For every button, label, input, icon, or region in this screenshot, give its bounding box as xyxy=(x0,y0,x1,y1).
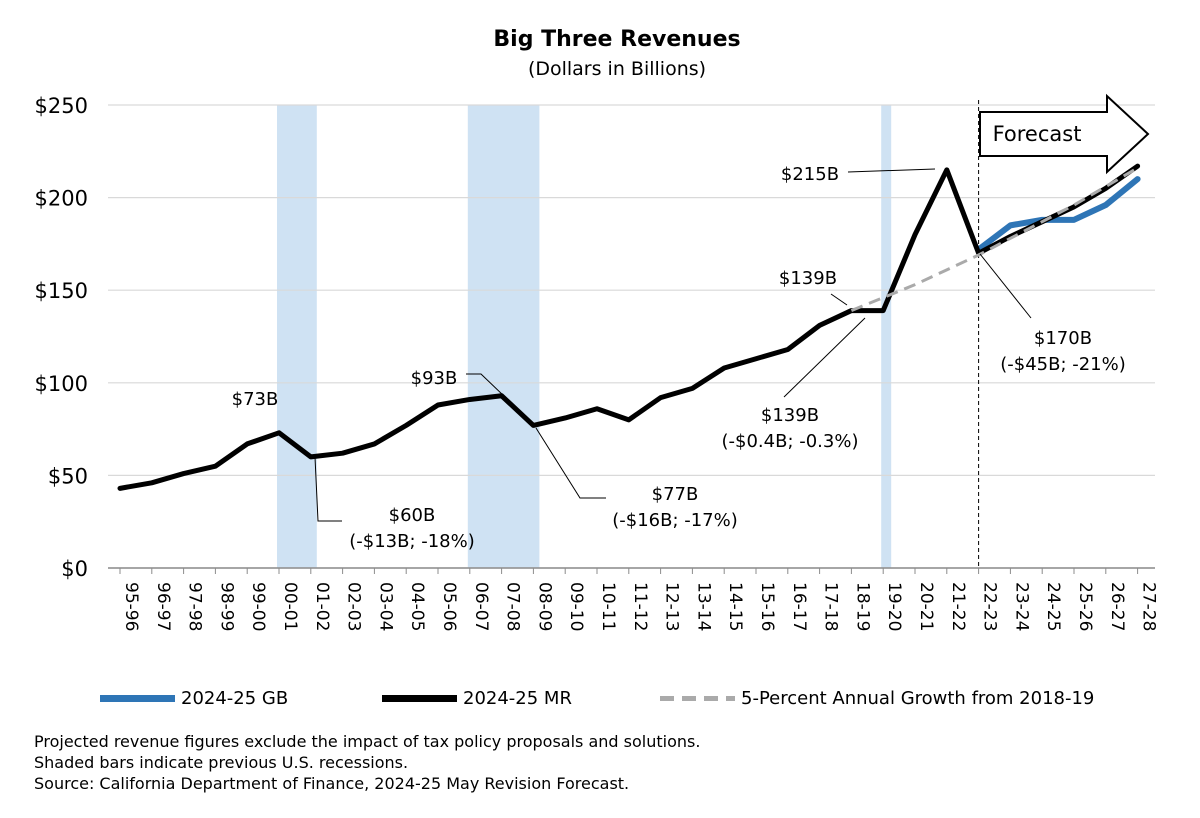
annotation-label: $60B xyxy=(389,505,436,526)
y-tick-label: $200 xyxy=(35,187,88,211)
recession-bar-0 xyxy=(277,105,317,568)
x-tick-label: 99-00 xyxy=(248,582,268,631)
series-lines xyxy=(117,163,1141,491)
x-tick-label: 08-09 xyxy=(534,582,554,631)
annotation-label: (-$0.4B; -0.3%) xyxy=(722,431,859,452)
x-tick-label: 98-99 xyxy=(216,582,236,631)
x-tick-label: 18-19 xyxy=(852,582,872,631)
series-line-growth xyxy=(850,166,1139,312)
footnotes: Projected revenue figures exclude the im… xyxy=(34,731,700,794)
legend-swatch-mr xyxy=(382,694,457,702)
x-tick-label: 06-07 xyxy=(471,582,491,631)
annotation-label: (-$16B; -17%) xyxy=(612,510,738,531)
legend-swatch-gb xyxy=(100,694,175,702)
footnote-recessions: Shaded bars indicate previous U.S. reces… xyxy=(34,753,409,772)
x-tick-label: 26-27 xyxy=(1107,582,1127,631)
annotation-leader-1 xyxy=(314,456,342,522)
legend-swatch-growth xyxy=(660,695,735,701)
series-line-gb xyxy=(975,176,1141,253)
gridlines xyxy=(108,104,1155,569)
x-tick-label: 24-25 xyxy=(1043,582,1063,631)
recession-bars xyxy=(277,105,892,568)
series-line-mr xyxy=(117,163,1141,491)
legend-label-growth: 5-Percent Annual Growth from 2018-19 xyxy=(741,687,1095,709)
annotation-label: $215B xyxy=(781,164,839,185)
y-tick-label: $50 xyxy=(48,464,88,488)
x-tick-label: 02-03 xyxy=(344,582,364,631)
annotation-label: $170B xyxy=(1034,328,1092,349)
x-axis-ticks: 95-96 96-97 97-98 98-99 99-00 00-01 01-02 02-03… xyxy=(119,568,1159,631)
x-tick-label: 16-17 xyxy=(789,582,809,631)
x-tick-label: 05-06 xyxy=(439,582,459,631)
y-tick-label: $0 xyxy=(61,557,88,581)
recession-bar-1 xyxy=(467,105,540,568)
x-tick-label: 04-05 xyxy=(407,582,427,631)
x-tick-label: 27-28 xyxy=(1139,582,1159,631)
legend-item-growth: 5-Percent Annual Growth from 2018-19 xyxy=(660,683,1094,713)
x-tick-label: 17-18 xyxy=(821,582,841,631)
legend-item-gb: 2024-25 GB xyxy=(100,683,288,713)
recession-bar-2 xyxy=(881,105,892,568)
x-tick-label: 07-08 xyxy=(503,582,523,631)
x-tick-label: 15-16 xyxy=(757,582,777,631)
chart-subtitle: (Dollars in Billions) xyxy=(528,58,706,80)
x-tick-label: 00-01 xyxy=(280,582,300,631)
y-tick-label: $150 xyxy=(35,279,88,303)
x-tick-label: 23-24 xyxy=(1011,582,1031,631)
x-tick-label: 14-15 xyxy=(725,582,745,631)
annotation-label: $139B xyxy=(779,268,837,289)
x-tick-label: 22-23 xyxy=(980,582,1000,631)
y-tick-label: $250 xyxy=(35,94,88,118)
x-tick-label: 03-04 xyxy=(375,582,395,631)
annotation-label: $139B xyxy=(761,405,819,426)
annotation-label: $73B xyxy=(232,389,279,410)
y-tick-label: $100 xyxy=(35,372,88,396)
x-tick-label: 19-20 xyxy=(884,582,904,631)
x-tick-label: 12-13 xyxy=(662,582,682,631)
big-three-revenues-chart: Big Three Revenues (Dollars in Billions)… xyxy=(35,27,1159,631)
x-tick-label: 96-97 xyxy=(153,582,173,631)
x-tick-label: 10-11 xyxy=(598,582,618,631)
forecast-label: Forecast xyxy=(993,122,1082,146)
x-tick-label: 20-21 xyxy=(916,582,936,631)
x-tick-label: 21-22 xyxy=(948,582,968,631)
footnote-exclusion: Projected revenue figures exclude the im… xyxy=(34,732,701,751)
annotation-leader-4 xyxy=(830,293,848,306)
annotation-label: (-$13B; -18%) xyxy=(349,531,475,552)
annotation-leader-3 xyxy=(535,427,606,499)
annotation-leader-2 xyxy=(466,373,531,422)
legend: 2024-25 GB 2024-25 MR 5-Percent Annual G… xyxy=(100,683,1200,713)
x-tick-label: 95-96 xyxy=(121,582,141,631)
forecast-arrow xyxy=(979,93,1150,175)
x-tick-label: 13-14 xyxy=(693,582,713,631)
footnote-source: Source: California Department of Finance… xyxy=(34,774,630,793)
forecast-marker: Forecast xyxy=(978,93,1150,568)
x-tick-label: 09-10 xyxy=(566,582,586,631)
x-tick-label: 11-12 xyxy=(630,582,650,631)
x-tick-label: 97-98 xyxy=(185,582,205,631)
legend-label-mr: 2024-25 MR xyxy=(463,687,572,709)
annotations: $73B $60B (-$13B; -18%) $93B $77B (-$16B; -17… xyxy=(232,164,1126,552)
annotation-label: (-$45B; -21%) xyxy=(1000,354,1126,375)
x-tick-label: 01-02 xyxy=(312,582,332,631)
annotation-label: $93B xyxy=(411,368,458,389)
x-tick-label: 25-26 xyxy=(1075,582,1095,631)
annotation-leader-5 xyxy=(783,317,866,398)
annotation-leader-6 xyxy=(847,168,936,173)
chart-title: Big Three Revenues xyxy=(493,27,740,52)
legend-label-gb: 2024-25 GB xyxy=(181,687,289,709)
annotation-leader-7 xyxy=(979,253,1032,319)
legend-item-mr: 2024-25 MR xyxy=(382,683,572,713)
annotation-label: $77B xyxy=(652,484,699,505)
y-axis-ticks: $0 $50 $100 $150 $200 $250 xyxy=(35,94,88,581)
